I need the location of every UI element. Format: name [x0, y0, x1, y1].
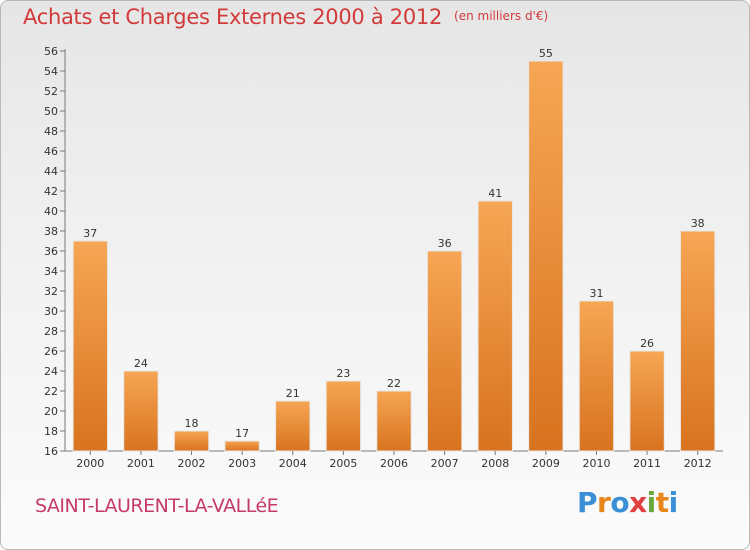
y-tick-label: 46: [44, 145, 58, 158]
y-tick-label: 22: [44, 385, 58, 398]
logo-letter: i: [668, 486, 679, 519]
x-tick-label: 2008: [481, 457, 509, 470]
place-name: SAINT-LAURENT-LA-VALLéE: [35, 495, 279, 517]
bar-2012: [679, 230, 716, 452]
y-tick-label: 20: [44, 405, 58, 418]
bar-value-label: 41: [488, 187, 502, 200]
bar-2008: [477, 200, 513, 452]
bar-2003: [224, 440, 260, 452]
y-tick-label: 54: [44, 65, 58, 78]
bar-2004: [275, 400, 311, 452]
y-tick-label: 38: [44, 225, 58, 238]
bar-2007: [426, 250, 463, 452]
proxiti-logo: Proxiti: [577, 486, 678, 519]
y-tick-label: 24: [44, 365, 58, 378]
x-tick-label: 2005: [329, 457, 357, 470]
bar-2011: [629, 350, 665, 452]
y-tick-label: 50: [44, 105, 58, 118]
bar-2000: [72, 240, 109, 452]
x-tick-label: 2002: [178, 457, 206, 470]
y-tick-label: 26: [44, 345, 58, 358]
logo-letter: P: [577, 486, 598, 519]
y-tick-label: 36: [44, 245, 58, 258]
bar-value-label: 26: [640, 337, 654, 350]
logo-letter: o: [610, 486, 630, 519]
logo-letter: x: [629, 486, 647, 519]
bar-2010: [578, 300, 615, 452]
y-tick-label: 44: [44, 165, 58, 178]
x-tick-label: 2009: [532, 457, 560, 470]
y-tick-label: 48: [44, 125, 58, 138]
unit-label: (en milliers d'€): [454, 9, 549, 23]
logo-letter: t: [655, 486, 669, 519]
y-tick-label: 28: [44, 325, 58, 338]
bar-value-label: 38: [691, 217, 705, 230]
bar-value-label: 22: [387, 377, 401, 390]
y-tick-label: 56: [44, 45, 58, 58]
title-text: Achats et Charges Externes 2000 à 2012: [23, 5, 443, 29]
logo-letter: i: [646, 486, 657, 519]
x-tick-label: 2003: [228, 457, 256, 470]
bar-value-label: 36: [438, 237, 452, 250]
y-tick-label: 52: [44, 85, 58, 98]
y-tick-label: 40: [44, 205, 58, 218]
logo-letter: r: [597, 486, 611, 519]
bar-2001: [123, 370, 159, 452]
bar-value-label: 18: [185, 417, 199, 430]
bar-value-label: 37: [83, 227, 97, 240]
x-tick-label: 2010: [582, 457, 610, 470]
y-tick-label: 18: [44, 425, 58, 438]
x-tick-label: 2006: [380, 457, 408, 470]
bar-value-label: 21: [286, 387, 300, 400]
bar-2006: [376, 390, 412, 452]
chart-title: Achats et Charges Externes 2000 à 2012 (e…: [23, 5, 548, 29]
bar-value-label: 24: [134, 357, 148, 370]
x-tick-label: 2004: [279, 457, 307, 470]
y-tick-label: 32: [44, 285, 58, 298]
x-tick-label: 2001: [127, 457, 155, 470]
x-tick-label: 2012: [684, 457, 712, 470]
x-tick-label: 2000: [76, 457, 104, 470]
x-tick-label: 2007: [431, 457, 459, 470]
bar-value-label: 23: [336, 367, 350, 380]
x-tick-label: 2011: [633, 457, 661, 470]
y-tick-label: 42: [44, 185, 58, 198]
y-tick-label: 30: [44, 305, 58, 318]
bar-value-label: 55: [539, 47, 553, 60]
bar-2002: [173, 430, 210, 452]
y-tick-label: 16: [44, 445, 58, 458]
bar-value-label: 17: [235, 427, 249, 440]
y-tick-label: 34: [44, 265, 58, 278]
bar-2005: [325, 380, 362, 452]
bar-2009: [528, 60, 564, 452]
bar-value-label: 31: [589, 287, 603, 300]
